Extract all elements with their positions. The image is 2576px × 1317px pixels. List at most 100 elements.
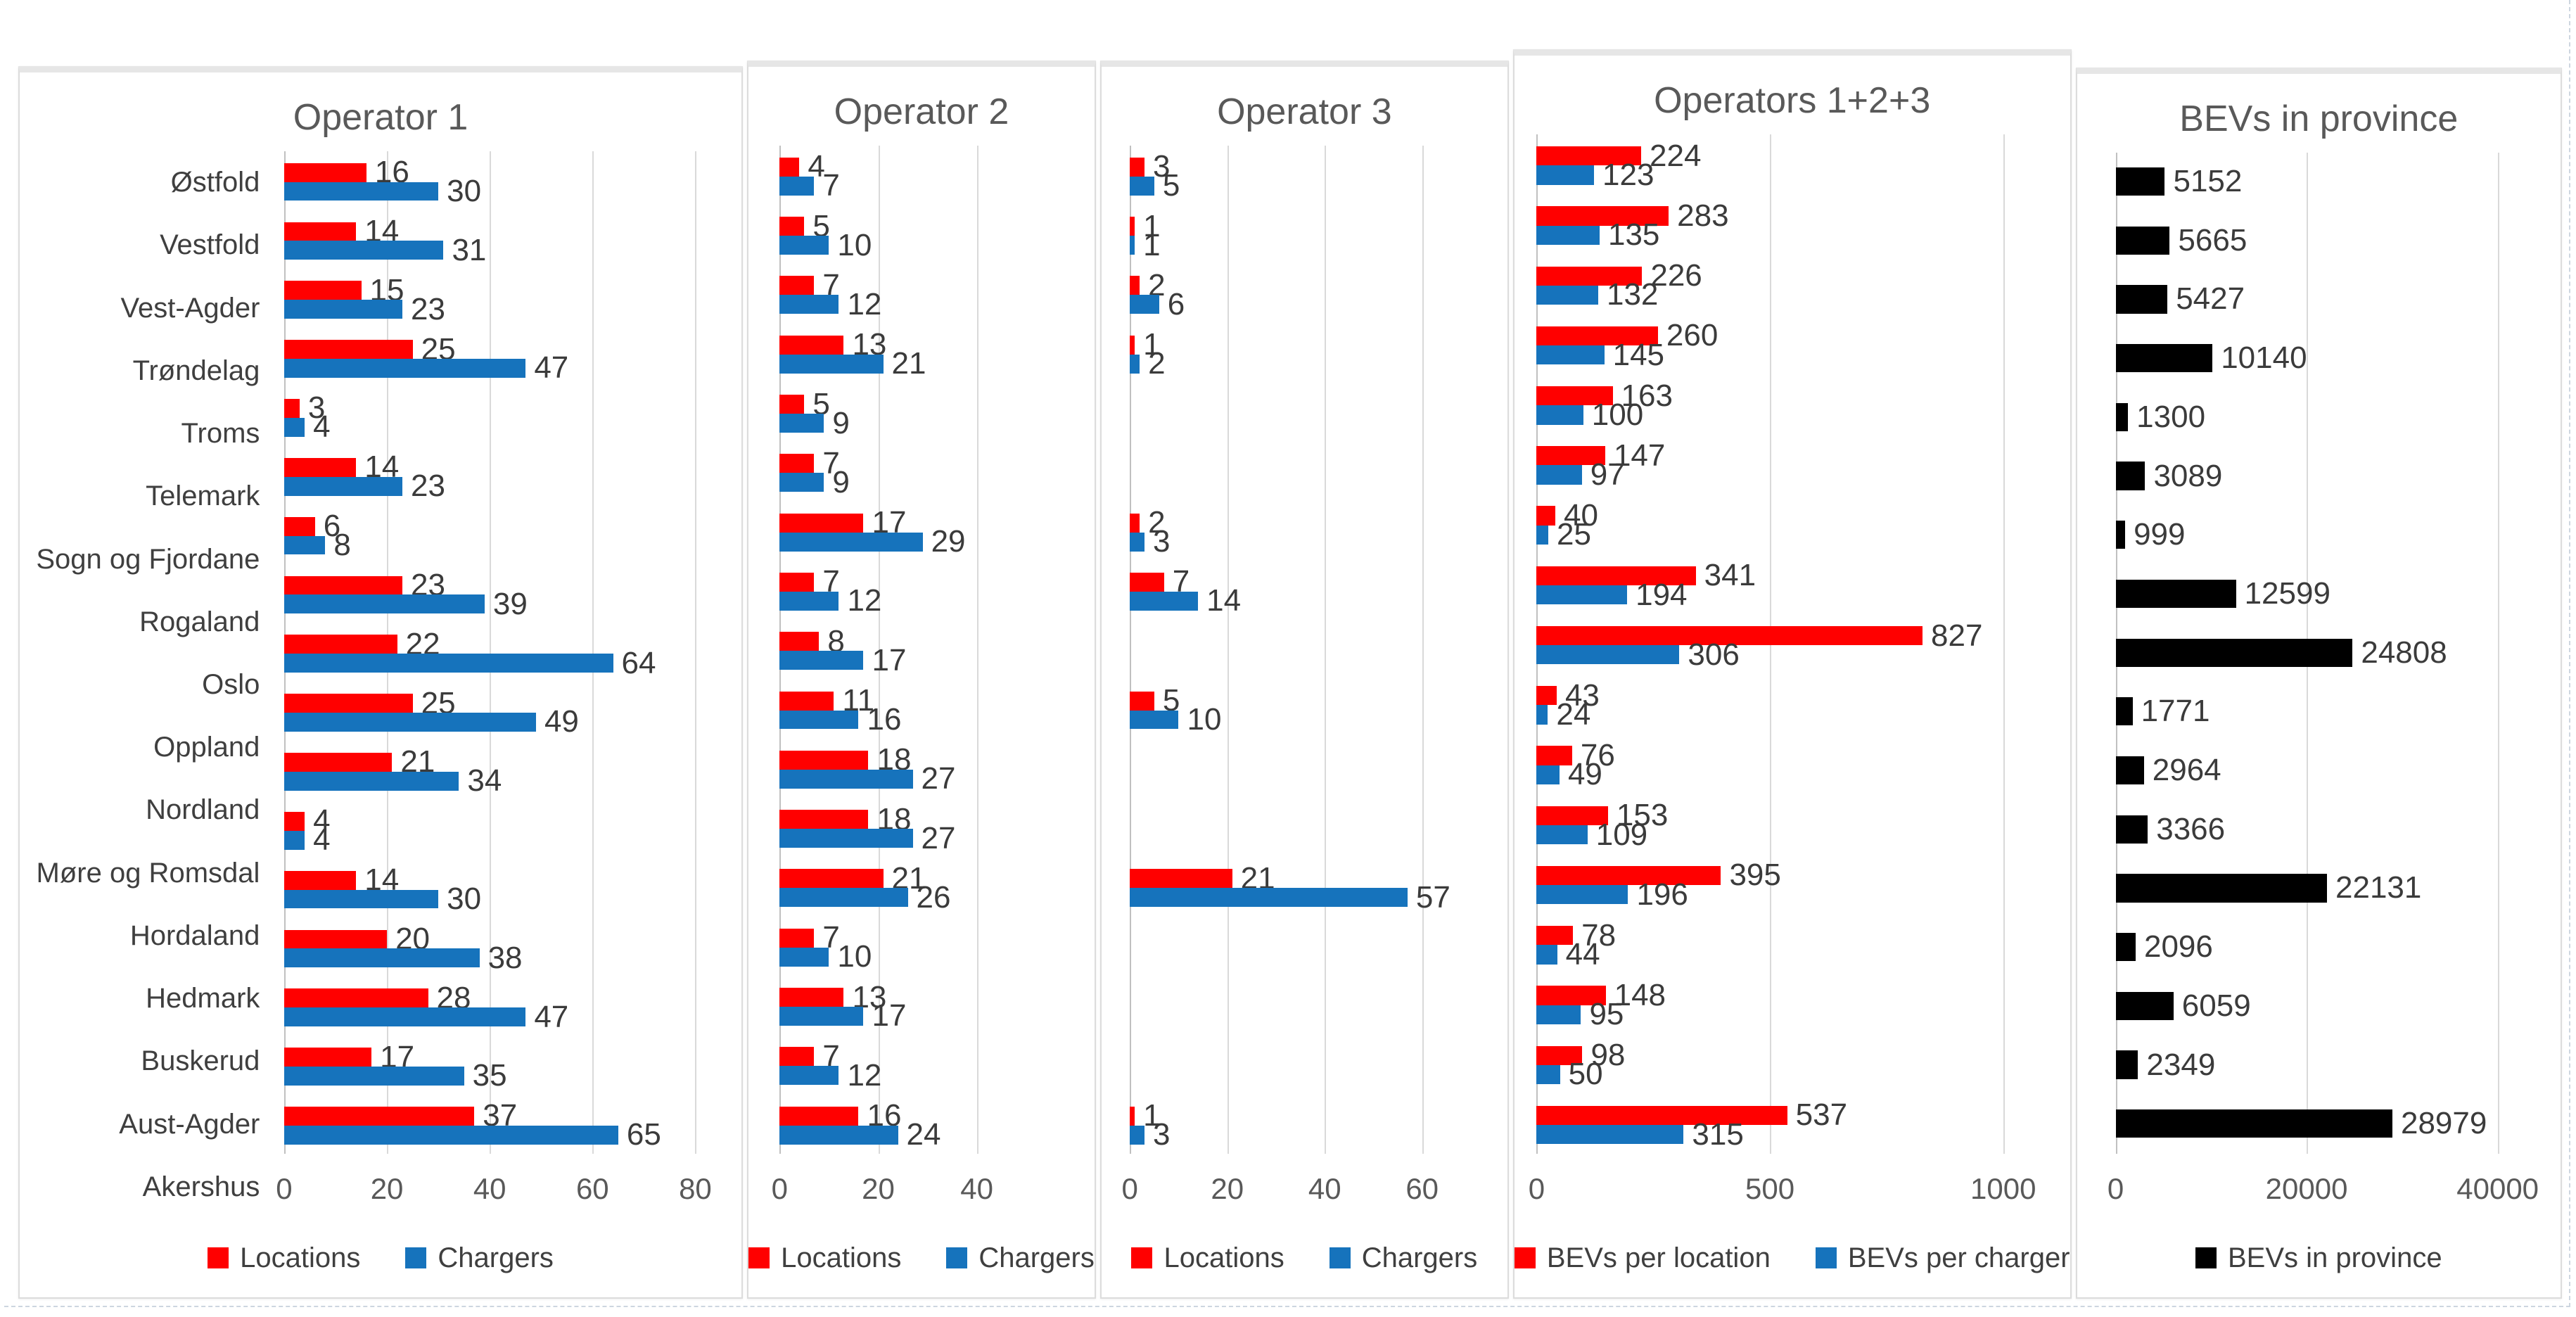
bar-row: 25 49 [283,682,695,741]
bar-row: 260 145 [1536,314,2003,374]
bevs-in-province-bar [2115,285,2168,314]
legend-label: Locations [781,1242,902,1273]
value-label: 306 [1688,637,1740,672]
legend-marker-locations [1131,1247,1153,1268]
chart-panel-operator-2: Operator 2 4 7 5 10 7 12 13 21 5 9 7 9 17 29 7 12 8 17 11 16… [747,61,1096,1299]
locations-bar [779,869,884,889]
value-label: 2 [1148,346,1166,381]
chargers-bar [779,354,884,374]
category-label: Møre og Romsdal [36,857,260,889]
value-label: 1 [1143,227,1161,262]
value-label: 40 [1563,498,1598,533]
chargers-bar [779,532,923,552]
value-label: 78 [1581,917,1617,953]
x-axis-tick-label: 20 [370,1172,404,1205]
value-label: 27 [921,820,956,855]
value-label: 12 [847,1057,882,1093]
plot-area: 3 5 1 1 2 6 1 2 2 3 7 14 5 10 21 57 1 3 [1130,146,1450,1154]
value-label: 24808 [2361,635,2447,670]
value-label: 35 [472,1058,507,1093]
chart-title: BEVs in province [2179,98,2459,139]
chargers-bar [779,591,839,611]
value-label: 1 [1143,208,1161,243]
bevs-per-charger-bar [1536,165,1595,185]
legend-item-chargers: Chargers [1329,1242,1478,1274]
bevs-per-location-bar [1536,326,1658,346]
x-axis-tick-label: 20 [1211,1172,1244,1205]
bevs-in-province-bar [2115,1109,2392,1138]
bar-row [1130,620,1422,679]
value-label: 31 [452,232,487,267]
value-label: 76 [1580,738,1615,773]
bevs-per-location-bar [1536,146,1642,166]
locations-bar [283,635,397,654]
bevs-per-charger-bar [1536,705,1548,725]
legend-marker-bevs-per-location [1514,1247,1536,1268]
value-label: 5 [1162,168,1180,203]
value-label: 135 [1607,217,1660,253]
category-label: Hedmark [146,983,260,1014]
chart-panel-operator-3: Operator 3 3 5 1 1 2 6 1 2 2 3 7 14 5 10 21 57 1 3 0 20 40 60 L… [1099,61,1509,1299]
value-label: 109 [1595,817,1648,852]
value-label: 64 [621,645,656,680]
chargers-bar [283,359,526,378]
bevs-in-province-bar [2115,1050,2138,1079]
legend-label: Chargers [438,1242,554,1273]
bar-row [1130,1035,1422,1094]
legend-label: Chargers [1361,1242,1478,1273]
bevs-per-location-bar [1536,686,1557,706]
category-label: Oslo [202,668,260,700]
bevs-in-province-bar [2115,402,2129,431]
bar-row: 827 306 [1536,614,2003,674]
chargers-bar [779,651,864,670]
category-label: Nordland [146,794,260,826]
chargers-bar [283,182,439,201]
bar-row: 16 24 [779,1095,976,1154]
chargers-bar [1130,295,1159,314]
bar-row: 28 47 [283,977,695,1036]
x-axis-tick-label: 40000 [2456,1172,2539,1205]
chargers-bar [283,476,402,496]
x-axis: 0 500 1000 [1529,1154,2036,1219]
x-axis-tick-label: 0 [2107,1172,2124,1205]
bar-row: 7 12 [779,1035,976,1094]
locations-bar [1130,1106,1135,1126]
chargers-bar [283,241,444,260]
x-axis-tick-label: 20 [862,1172,895,1205]
category-label: Østfold [170,167,260,198]
bar-row [1130,798,1422,857]
category-label: Trøndelag [132,355,260,386]
x-axis-tick-label: 40 [1308,1172,1341,1205]
bevs-per-location-bar [1536,865,1721,886]
chart-title: Operators 1+2+3 [1654,80,1931,121]
category-label: Telemark [146,481,260,512]
bevs-in-province-bar [2115,933,2136,962]
chart-title: Operator 3 [1217,91,1392,132]
category-label: Aust-Agder [119,1108,260,1140]
locations-bar [283,1048,372,1067]
bar-row: 43 24 [1536,674,2003,734]
value-label: 39 [492,586,528,621]
x-axis-tick-label: 60 [575,1172,609,1205]
bar-row: 28979 [2115,1095,2498,1154]
bar-rows: 16 30 14 31 15 23 25 47 3 4 14 23 6 8 23 39 22 64 25 49 21 34… [283,151,695,1154]
locations-bar [779,632,820,651]
x-axis-tick-label: 0 [1121,1172,1138,1205]
value-label: 22131 [2335,870,2422,905]
bar-row: 18 27 [779,798,976,857]
chart-body: 5152 5665 5427 10140 1300 3089 999 12599 24808 17… [2077,153,2561,1219]
gridline [1227,146,1229,1154]
chargers-bar [283,417,305,437]
chargers-bar [779,473,824,492]
value-label: 25 [1557,517,1591,552]
value-label: 145 [1612,337,1665,372]
value-label: 30 [447,881,482,916]
chargers-bar [283,535,326,555]
bar-row: 78 44 [1536,914,2003,974]
plot-area: 4 7 5 10 7 12 13 21 5 9 7 9 17 29 7 12 8 17 11 16 18 27 18 27 21… [779,146,978,1154]
bar-row: 153 109 [1536,794,2003,854]
locations-bar [1130,869,1232,889]
value-label: 12 [847,583,882,618]
